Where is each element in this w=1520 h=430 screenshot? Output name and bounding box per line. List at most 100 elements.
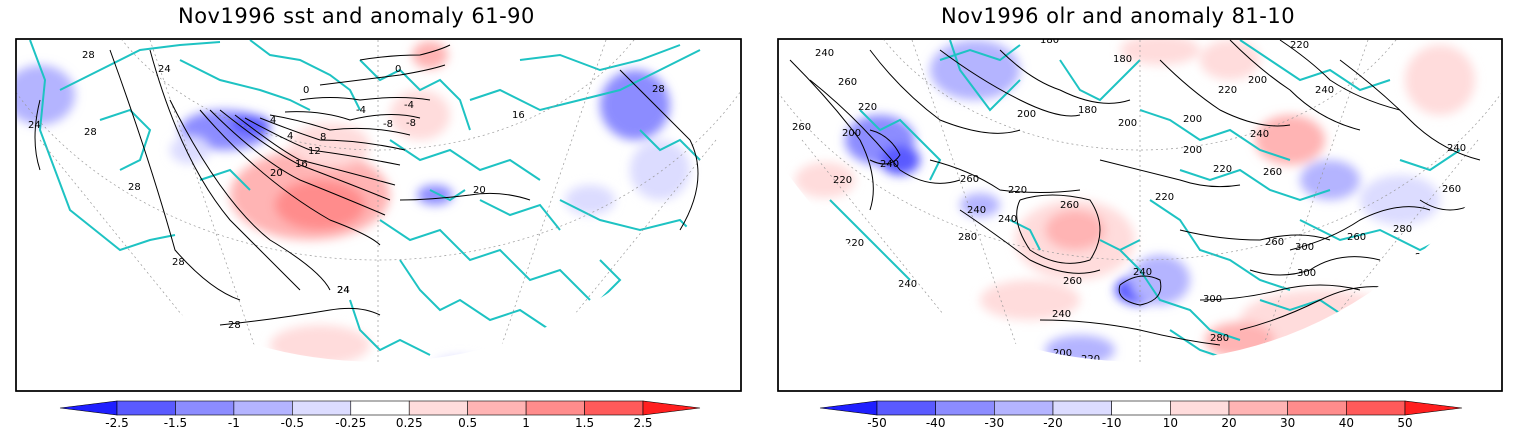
olr-contour-label: 260 bbox=[1442, 184, 1461, 195]
sst-colorbar-tick-label: -2.5 bbox=[105, 416, 129, 430]
sst-graticule bbox=[16, 39, 741, 362]
olr-contour-label: 200 bbox=[1118, 118, 1137, 129]
sst-colorbar-max-arrow bbox=[642, 400, 701, 416]
olr-contour-label: 240 bbox=[1315, 85, 1334, 96]
olr-colorbar-max-arrow bbox=[1404, 400, 1463, 416]
sst-colorbar-tick-label: -1.5 bbox=[163, 416, 188, 430]
sst-contour-label: 28 bbox=[128, 182, 141, 193]
olr-contour-label: 240 bbox=[1447, 143, 1466, 154]
olr-contour-label: 200 bbox=[1053, 348, 1072, 359]
sst-contour-label: 24 bbox=[28, 120, 41, 131]
olr-contour-label: 180 bbox=[1078, 105, 1097, 116]
olr-colorbar-tick-label: -20 bbox=[1043, 416, 1063, 430]
olr-contour-label: 220 bbox=[1218, 85, 1237, 96]
sst-contour-label: -4 bbox=[356, 105, 366, 116]
olr-contour-label: 220 bbox=[858, 102, 877, 113]
olr-contour-label: 260 bbox=[1347, 232, 1366, 243]
olr-contour-label: 280 bbox=[1210, 333, 1229, 344]
sst-contour-label: -4 bbox=[404, 100, 414, 111]
sst-contour-label: 24 bbox=[337, 285, 350, 296]
sst-panel-title: Nov1996 sst and anomaly 61-90 bbox=[178, 4, 535, 28]
sst-colorbar-tick-label: 1.5 bbox=[575, 416, 595, 430]
olr-contour-label: 260 bbox=[1063, 276, 1082, 287]
olr-colorbar-segment bbox=[1346, 400, 1406, 416]
olr-contour-label: 240 bbox=[1250, 129, 1269, 140]
sst-colorbar-segment bbox=[467, 400, 527, 416]
sst-colorbar-tick-label: -1 bbox=[227, 416, 240, 430]
olr-colorbar-segment bbox=[1228, 400, 1288, 416]
sst-contour-label: 16 bbox=[512, 110, 525, 121]
olr-contour-label: 180 bbox=[1113, 54, 1132, 65]
sst-colorbar-segment bbox=[175, 400, 235, 416]
olr-colorbar-tick-label: 40 bbox=[1338, 416, 1354, 430]
olr-colorbar-tick-label: 50 bbox=[1397, 416, 1413, 430]
sst-colorbar-segment bbox=[116, 400, 176, 416]
sst-contour-label: 28 bbox=[652, 84, 665, 95]
olr-colorbar bbox=[819, 400, 1463, 416]
sst-colorbar-tick-label: 0.25 bbox=[395, 416, 423, 430]
sst-contour-label: 24 bbox=[337, 285, 350, 296]
sst-colorbar-segment bbox=[350, 400, 410, 416]
olr-contour-label: 220 bbox=[1213, 164, 1232, 175]
olr-contour-label: 260 bbox=[838, 77, 857, 88]
sst-contour-label: 4 bbox=[287, 131, 293, 142]
olr-contour-label: 220 bbox=[1008, 185, 1027, 196]
olr-contour-label: 220 bbox=[1290, 40, 1309, 51]
olr-contour-label: 180 bbox=[1040, 35, 1059, 46]
sst-colorbar-tick-label: -0.5 bbox=[280, 416, 305, 430]
sst-contour-label: 0 bbox=[395, 64, 401, 75]
olr-contour-label: 200 bbox=[1183, 114, 1202, 125]
olr-graticule bbox=[778, 39, 1502, 362]
olr-contour-label: 300 bbox=[1203, 294, 1222, 305]
olr-contour-label: 300 bbox=[1297, 268, 1316, 279]
olr-contour-label: 280 bbox=[958, 232, 977, 243]
olr-contour-label: 240 bbox=[1133, 267, 1152, 278]
olr-contour-label: 240 bbox=[998, 214, 1017, 225]
olr-colorbar-tick-label: -30 bbox=[984, 416, 1005, 430]
sst-contours bbox=[34, 44, 699, 326]
olr-contour-label: 200 bbox=[1017, 109, 1036, 120]
sst-colorbar-tick-label: 1 bbox=[522, 416, 530, 430]
sst-colorbar-segment bbox=[292, 400, 352, 416]
olr-colorbar-tick-label: 20 bbox=[1221, 416, 1237, 430]
sst-colorbar-tick-label: -0.25 bbox=[335, 416, 367, 430]
olr-contour-label: 260 bbox=[792, 122, 811, 133]
sst-colorbar-min-arrow bbox=[59, 400, 118, 416]
olr-contour-label: 220 bbox=[833, 175, 852, 186]
sst-contour-label: 20 bbox=[473, 185, 486, 196]
olr-contour-label: 260 bbox=[1060, 200, 1079, 211]
olr-contour-label: 200 bbox=[1248, 75, 1267, 86]
sst-contour-label: 28 bbox=[82, 50, 95, 61]
olr-colorbar-segment bbox=[1170, 400, 1230, 416]
olr-map: 240 260 260 220 200 240 220 220 240 260 … bbox=[777, 35, 1503, 392]
olr-colorbar-segment bbox=[1052, 400, 1112, 416]
olr-colorbar-tick-label: 10 bbox=[1162, 416, 1178, 430]
olr-contour-label: 260 bbox=[1263, 167, 1282, 178]
sst-contour-label: 28 bbox=[172, 257, 185, 268]
sst-contour-label: -8 bbox=[406, 118, 416, 129]
sst-contour-label: 28 bbox=[228, 320, 241, 331]
olr-contour-label: 240 bbox=[815, 48, 834, 59]
olr-colorbar-tick-label: -40 bbox=[925, 416, 946, 430]
olr-colorbar-segment bbox=[1287, 400, 1347, 416]
olr-colorbar-segment bbox=[935, 400, 995, 416]
sst-colorbar-segment bbox=[233, 400, 293, 416]
olr-colorbar-segment bbox=[876, 400, 936, 416]
sst-colorbar-segment bbox=[408, 400, 468, 416]
sst-colorbar-tick-label: 0.5 bbox=[458, 416, 478, 430]
sst-contour-label: 0 bbox=[303, 85, 309, 96]
olr-contour-label: 280 bbox=[1393, 224, 1412, 235]
sst-map: 28 24 28 28 24 24 28 0 0 -4 -4 -8 -8 4 4… bbox=[15, 38, 742, 392]
sst-colorbar-tick-label: 2.5 bbox=[633, 416, 653, 430]
olr-contour-label: 260 bbox=[1265, 237, 1284, 248]
sst-contour-label: 8 bbox=[320, 132, 326, 143]
olr-contour-label: 240 bbox=[967, 205, 986, 216]
olr-colorbar-segment bbox=[994, 400, 1054, 416]
olr-panel-title: Nov1996 olr and anomaly 81-10 bbox=[941, 4, 1296, 28]
olr-contour-label: 200 bbox=[1183, 145, 1202, 156]
sst-contour-labels: 28 24 28 28 24 24 28 0 0 -4 -4 -8 -8 4 4… bbox=[28, 50, 665, 331]
olr-contour-label: 300 bbox=[1295, 242, 1314, 253]
olr-contour-label: 260 bbox=[960, 174, 979, 185]
sst-contour-label: 4 bbox=[270, 115, 276, 126]
